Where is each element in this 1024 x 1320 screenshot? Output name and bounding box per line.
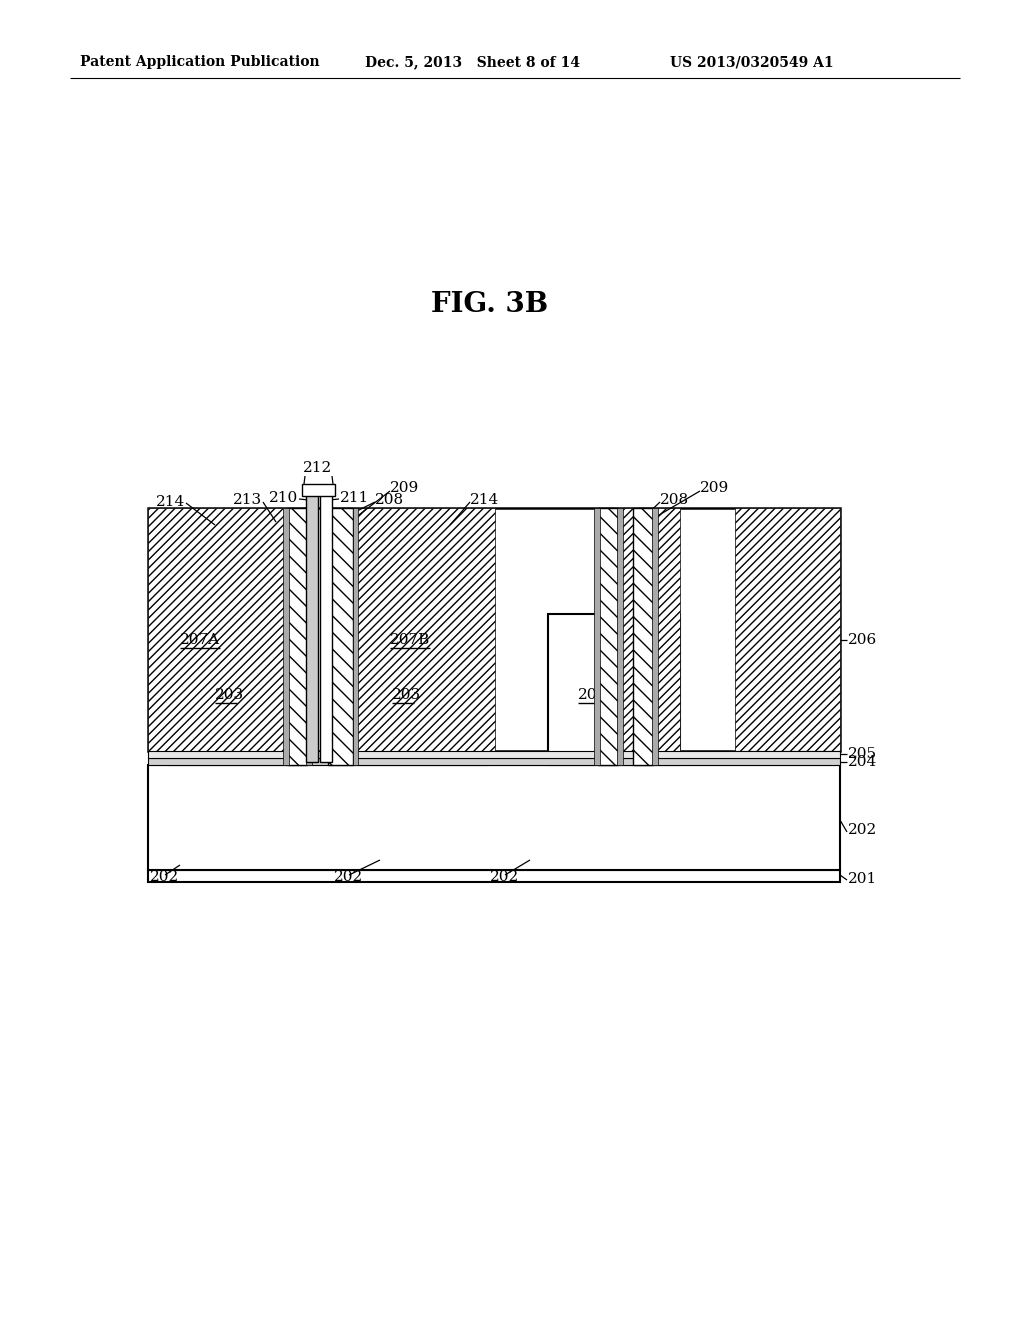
Bar <box>633 508 653 766</box>
Text: 205: 205 <box>848 747 878 762</box>
Bar <box>168 614 308 766</box>
Text: 206: 206 <box>848 634 878 647</box>
Bar <box>148 508 840 751</box>
Bar <box>353 508 358 766</box>
Bar <box>148 870 840 882</box>
Text: 214: 214 <box>470 492 500 507</box>
Text: 207A: 207A <box>180 634 220 647</box>
Text: 201: 201 <box>848 873 878 886</box>
Bar <box>617 508 623 766</box>
Text: Dec. 5, 2013   Sheet 8 of 14: Dec. 5, 2013 Sheet 8 of 14 <box>365 55 580 69</box>
Text: 202: 202 <box>334 870 364 884</box>
Bar <box>148 766 840 870</box>
Bar <box>148 508 287 751</box>
Text: 207B: 207B <box>390 634 430 647</box>
Text: 202: 202 <box>848 822 878 837</box>
Bar <box>352 614 488 766</box>
Bar <box>287 508 307 766</box>
Text: 208: 208 <box>375 492 404 507</box>
Bar <box>594 508 600 766</box>
Bar <box>283 508 289 766</box>
Bar <box>355 508 495 751</box>
Text: 210: 210 <box>268 491 298 506</box>
Text: 213: 213 <box>232 492 262 507</box>
Bar <box>328 508 353 766</box>
Text: 209: 209 <box>700 480 729 495</box>
Bar <box>306 508 312 766</box>
Text: 214: 214 <box>156 495 185 510</box>
Bar <box>319 495 332 762</box>
Bar <box>302 484 335 496</box>
Text: 203: 203 <box>578 688 607 702</box>
Text: 209: 209 <box>390 480 419 495</box>
Bar <box>598 508 680 751</box>
Text: 212: 212 <box>303 461 333 475</box>
Bar <box>548 614 680 766</box>
Bar <box>652 508 658 766</box>
Bar <box>735 508 840 751</box>
Bar <box>148 751 840 758</box>
Bar <box>148 758 840 766</box>
Text: 208: 208 <box>660 492 689 507</box>
Text: Patent Application Publication: Patent Application Publication <box>80 55 319 69</box>
Text: 202: 202 <box>490 870 519 884</box>
Text: FIG. 3B: FIG. 3B <box>431 292 549 318</box>
Text: 203: 203 <box>215 688 244 702</box>
Text: 202: 202 <box>150 870 179 884</box>
Text: US 2013/0320549 A1: US 2013/0320549 A1 <box>670 55 834 69</box>
Bar <box>306 495 318 762</box>
Text: 204: 204 <box>848 755 878 770</box>
Bar <box>598 508 618 766</box>
Text: 203: 203 <box>392 688 421 702</box>
Text: 211: 211 <box>340 491 370 506</box>
